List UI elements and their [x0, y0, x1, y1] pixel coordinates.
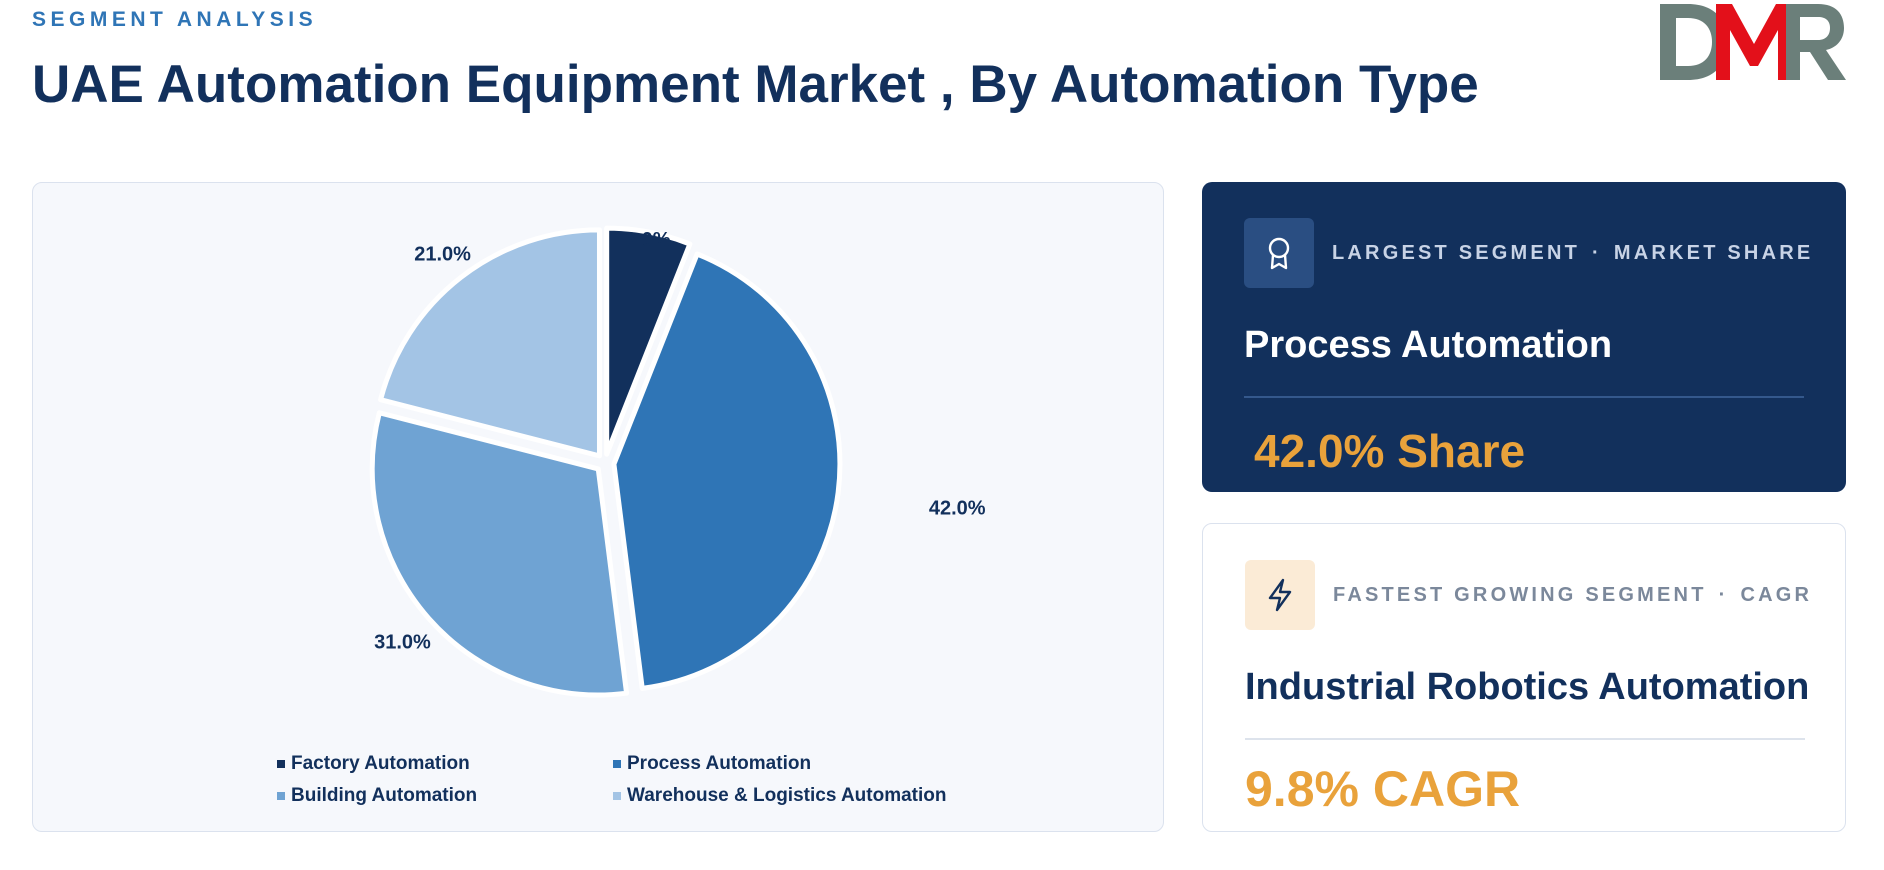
legend-swatch: [277, 760, 285, 768]
legend-item-building-automation: Building Automation: [277, 785, 613, 807]
divider: [1245, 738, 1805, 740]
fastest-growing-kicker: FASTEST GROWING SEGMENT · CAGR: [1333, 584, 1813, 606]
pie-label-building-automation: 31.0%: [374, 632, 431, 654]
legend-item-process-automation: Process Automation: [613, 753, 953, 775]
fastest-growing-card: FASTEST GROWING SEGMENT · CAGR Industrial …: [1202, 523, 1846, 832]
page-title: UAE Automation Equipment Market , By Aut…: [32, 55, 1479, 114]
largest-segment-card: LARGEST SEGMENT · MARKET SHARE Process Aut…: [1202, 182, 1846, 492]
award-icon: [1244, 218, 1314, 288]
logo-letter-d: [1660, 4, 1728, 80]
pie-chart: 6.0% 42.0% 31.0% 21.0%: [369, 225, 986, 698]
pie-label-process-automation: 42.0%: [929, 497, 986, 519]
pie-slice-factory-automation: [604, 225, 693, 457]
pie-slice-building-automation: [369, 410, 630, 698]
lightning-icon: [1245, 560, 1315, 630]
pie-label-warehouse-logistics-automation: 21.0%: [414, 244, 471, 266]
section-eyebrow: SEGMENT ANALYSIS: [32, 8, 318, 31]
largest-segment-kicker: LARGEST SEGMENT · MARKET SHARE: [1332, 242, 1814, 264]
legend-label: Building Automation: [291, 785, 478, 806]
largest-segment-name: Process Automation: [1244, 324, 1613, 366]
fastest-growing-cagr: 9.8% CAGR: [1245, 761, 1521, 817]
legend-swatch: [613, 792, 621, 800]
legend-item-factory-automation: Factory Automation: [277, 753, 613, 775]
legend-item-warehouse-logistics-automation: Warehouse & Logistics Automation: [613, 785, 953, 807]
pie-slice-warehouse-logistics-automation: [378, 227, 602, 459]
pie-slice-process-automation: [611, 251, 843, 691]
largest-segment-share: 42.0% Share: [1254, 425, 1526, 477]
dmr-logo: [1660, 4, 1846, 80]
legend-label: Warehouse & Logistics Automation: [627, 785, 947, 806]
legend-label: Factory Automation: [291, 753, 470, 774]
logo-letter-r: [1786, 4, 1846, 80]
legend-swatch: [277, 792, 285, 800]
chart-legend: Factory Automation Process Automation Bu…: [277, 753, 977, 807]
divider: [1244, 396, 1804, 398]
legend-label: Process Automation: [627, 753, 812, 774]
pie-label-factory-automation: 6.0%: [625, 229, 671, 251]
fastest-growing-name: Industrial Robotics Automation: [1245, 666, 1810, 708]
logo-letter-m: [1716, 4, 1792, 80]
pie-chart-panel: 6.0% 42.0% 31.0% 21.0% Factory Automation P…: [32, 182, 1164, 832]
legend-swatch: [613, 760, 621, 768]
